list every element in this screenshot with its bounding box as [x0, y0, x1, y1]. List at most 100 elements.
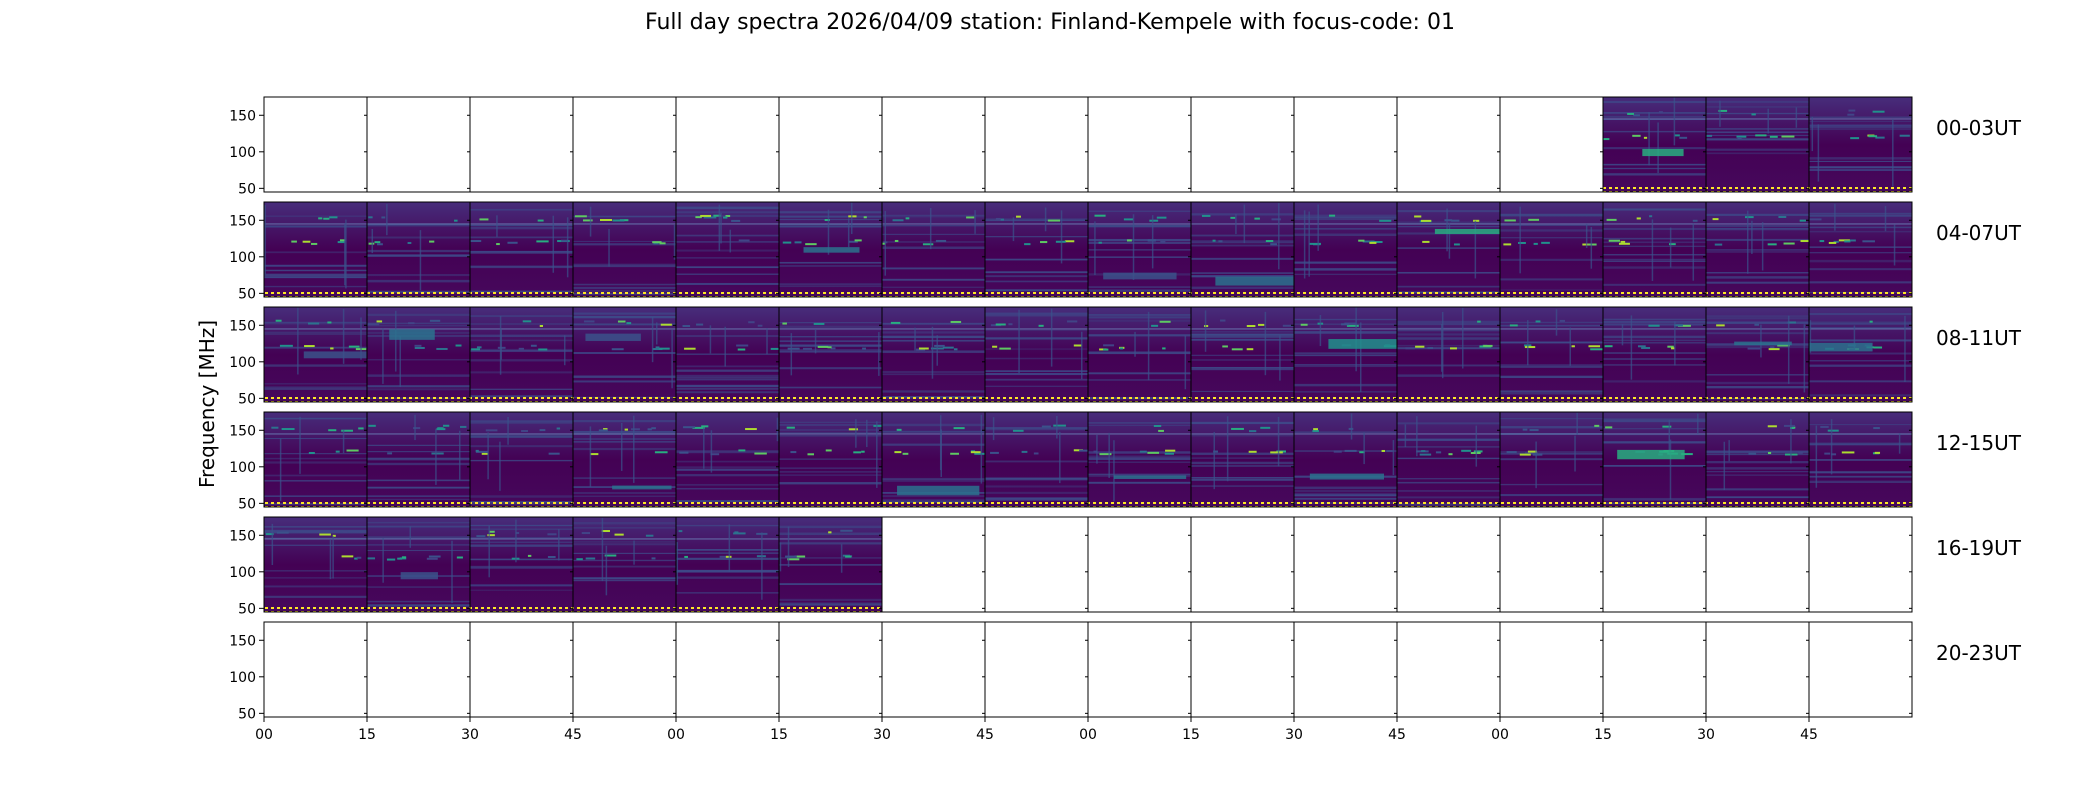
spectrum-burst — [1824, 452, 1831, 455]
marker-line — [1500, 292, 1603, 297]
spectrum-streak — [847, 218, 850, 248]
spectrum-line — [1809, 259, 1912, 263]
spectrum-background — [1397, 202, 1500, 297]
spectrum-line — [985, 491, 1088, 494]
spectrum-line — [573, 543, 676, 546]
spectrum-line — [264, 538, 367, 540]
spectrum-line — [1500, 279, 1603, 281]
spectrum-burst — [1594, 424, 1600, 427]
spectrum-line — [1397, 286, 1500, 288]
spectrum-line — [1500, 426, 1603, 429]
spectrum-line — [573, 438, 676, 440]
spectrum-burst — [1674, 324, 1683, 327]
spectrum-burst — [397, 557, 403, 560]
spectrum-line — [264, 433, 367, 435]
spectrum-line — [470, 265, 573, 268]
spectrum-burst — [1231, 348, 1243, 351]
spectrum-burst — [1450, 347, 1457, 350]
spectrum-line — [1603, 320, 1706, 324]
spectrum-burst — [1658, 111, 1663, 114]
spectrum-streak — [1669, 227, 1672, 268]
spectrum-line — [1706, 131, 1809, 134]
spectrum-burst — [1751, 113, 1756, 116]
spectrum-band — [1434, 228, 1501, 234]
spectrum-burst — [754, 452, 767, 455]
spectrum-burst — [1073, 449, 1084, 452]
spectrum-panel — [881, 306, 986, 403]
spectrum-burst — [1748, 452, 1757, 455]
spectrum-burst — [279, 344, 293, 347]
panel-frame — [675, 621, 780, 718]
spectrum-streak — [1303, 210, 1306, 279]
spectrum-line — [676, 450, 779, 454]
spectrum-panel — [675, 621, 780, 718]
spectrum-streak — [409, 526, 411, 548]
spectrum-burst — [1164, 452, 1174, 455]
spectrum-line — [1706, 453, 1809, 456]
spectrum-streak — [1817, 124, 1820, 182]
marker-line — [1294, 292, 1397, 297]
spectrum-burst — [323, 217, 330, 220]
spectrum-line — [1809, 223, 1912, 225]
spectrum-panel — [1705, 201, 1812, 298]
spectrum-band — [1617, 449, 1685, 460]
spectrum-line — [573, 559, 676, 562]
spectrum-line — [882, 225, 985, 227]
spectrum-burst — [1767, 451, 1772, 454]
spectrum-burst — [1522, 428, 1528, 431]
spectrum-streak — [1651, 219, 1654, 281]
spectrum-burst — [1451, 219, 1460, 222]
spectrum-line — [470, 328, 573, 330]
spectrum-streak — [1815, 425, 1818, 488]
spectrum-line — [470, 434, 573, 436]
spectrum-burst — [479, 218, 489, 221]
spectrum-burst — [611, 348, 624, 351]
spectrum-panel — [1602, 516, 1707, 613]
spectrum-line — [1088, 473, 1191, 476]
spectrum-streak — [980, 414, 983, 484]
spectrum-line — [985, 378, 1088, 381]
spectrum-streak — [1621, 324, 1624, 346]
spectrum-line — [1603, 380, 1706, 383]
spectrum-panel — [1499, 201, 1604, 298]
spectrum-line — [1706, 332, 1809, 335]
spectrum-line — [882, 286, 985, 289]
marker-line — [985, 292, 1088, 297]
spectrum-line — [1088, 249, 1191, 251]
spectrum-line — [367, 543, 470, 546]
spectrum-burst — [1532, 453, 1543, 456]
spectrum-burst — [734, 531, 739, 534]
spectrum-line — [264, 347, 367, 349]
spectrum-burst — [1386, 450, 1393, 453]
spectrum-burst — [367, 323, 380, 326]
spectrum-burst — [1828, 241, 1837, 244]
marker-line — [779, 397, 882, 402]
spectrum-line — [264, 570, 367, 572]
spectrum-line — [882, 370, 985, 374]
spectrum-line — [367, 433, 470, 435]
spectrum-background — [264, 412, 367, 507]
spectrum-line — [779, 283, 882, 286]
marker-line — [367, 292, 470, 297]
spectrum-line — [1397, 364, 1500, 367]
spectrum-burst — [1151, 324, 1159, 327]
spectrum-burst — [368, 424, 376, 427]
spectrum-line — [264, 383, 367, 385]
spectrum-streak — [371, 228, 374, 254]
spectrum-burst — [854, 239, 862, 242]
spectrum-line — [573, 538, 676, 540]
spectrum-streak — [1527, 320, 1529, 366]
spectrum-line — [1603, 237, 1706, 240]
spectrum-burst — [487, 534, 495, 537]
spectrum-streak — [382, 538, 384, 583]
panel-frame — [1396, 516, 1501, 613]
spectrum-streak — [1795, 107, 1798, 128]
spectrum-line — [264, 530, 367, 532]
spectrum-panel — [1396, 201, 1501, 298]
spectrum-line — [1706, 106, 1809, 108]
spectrum-panel — [572, 411, 677, 508]
spectrum-panel — [572, 96, 677, 193]
spectrum-line — [1706, 118, 1809, 120]
spectrum-panel — [1396, 411, 1501, 508]
spectrum-streak — [1474, 220, 1477, 279]
